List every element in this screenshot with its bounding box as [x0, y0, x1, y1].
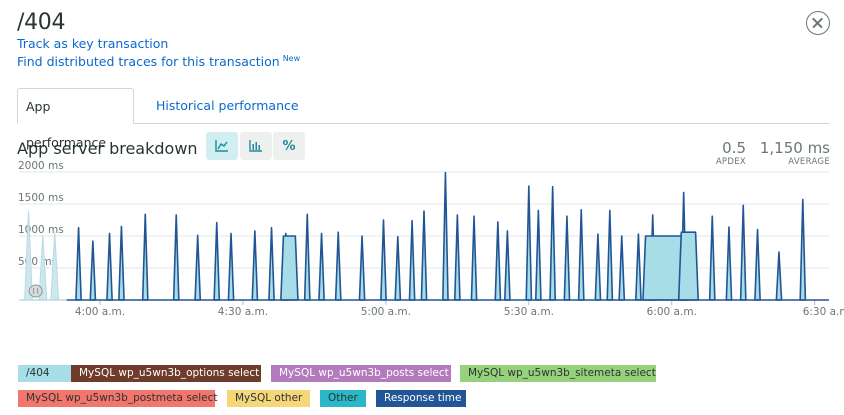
- legend-item[interactable]: MySQL other: [227, 390, 310, 407]
- response-spike: [470, 215, 478, 301]
- x-tick-label: 5:30 a.m.: [504, 306, 554, 318]
- response-spike: [453, 214, 461, 301]
- area-chart-button[interactable]: [206, 132, 238, 160]
- apdex-value: 0.5: [722, 139, 746, 157]
- legend-item[interactable]: MySQL wp_u5wn3b_sitemeta select: [460, 365, 656, 382]
- response-spike: [420, 210, 428, 301]
- response-spike: [251, 230, 259, 301]
- apdex-stat: 0.5 APDEX: [716, 139, 746, 167]
- legend-item[interactable]: MySQL wp_u5wn3b_postmeta select: [18, 390, 218, 407]
- legend-item[interactable]: MySQL wp_u5wn3b_options select: [71, 365, 261, 382]
- apdex-label: APDEX: [715, 157, 746, 167]
- bar-chart-icon: [249, 140, 262, 152]
- response-spike: [708, 215, 716, 301]
- response-spike: [194, 234, 202, 301]
- response-spike: [89, 240, 97, 301]
- new-badge: New: [282, 54, 301, 63]
- response-spike: [739, 204, 747, 301]
- y-tick-label: 2000 ms: [18, 160, 64, 172]
- response-spike: [799, 198, 807, 301]
- response-spike: [503, 230, 511, 301]
- track-key-transaction-link[interactable]: Track as key transaction: [17, 36, 169, 51]
- response-spike: [213, 221, 221, 301]
- response-spike: [494, 221, 502, 301]
- response-spike: [563, 215, 571, 301]
- response-peak: [677, 231, 699, 301]
- x-tick-label: 4:00 a.m.: [75, 306, 125, 318]
- response-spike: [303, 213, 311, 301]
- y-tick-label: 1500 ms: [18, 192, 64, 204]
- y-tick-label: 500 ms: [18, 256, 57, 268]
- response-spike: [268, 226, 275, 301]
- response-spike: [358, 235, 366, 301]
- response-spike: [594, 233, 602, 301]
- tab-bar: App performance Historical performance: [0, 88, 844, 150]
- x-tick-label: 5:00 a.m.: [361, 306, 411, 318]
- response-spike: [525, 185, 533, 301]
- chart-title: App server breakdown: [17, 139, 198, 158]
- response-spike: [334, 231, 342, 301]
- response-spike: [635, 233, 642, 301]
- x-tick-label: 6:30 a.m.: [803, 306, 844, 318]
- response-spike: [534, 209, 542, 301]
- legend-item[interactable]: Other: [320, 390, 366, 407]
- response-spike: [775, 251, 783, 301]
- response-spike: [106, 232, 113, 301]
- response-spike: [118, 225, 125, 301]
- average-stat: 1,150 ms AVERAGE: [760, 139, 830, 167]
- x-tick-label: 6:00 a.m.: [647, 306, 697, 318]
- legend-item[interactable]: Response time: [376, 390, 466, 407]
- response-spike: [725, 226, 733, 301]
- tab-app-performance[interactable]: App performance: [17, 88, 134, 150]
- traces-link-label: Find distributed traces for this transac…: [17, 54, 280, 70]
- legend-item[interactable]: MySQL wp_u5wn3b_posts select: [271, 365, 451, 382]
- tab-historical-performance[interactable]: Historical performance: [156, 98, 299, 113]
- app-server-breakdown-chart[interactable]: 2000 ms 1500 ms 1000 ms 500 ms 4:00 a.m. 4:30…: [0, 160, 844, 320]
- tab-divider: [17, 123, 830, 124]
- response-spike: [442, 171, 449, 301]
- bar-chart-button[interactable]: [240, 132, 272, 160]
- x-tick-label: 4:30 a.m.: [218, 306, 268, 318]
- response-spike: [227, 232, 235, 301]
- response-peak: [280, 235, 299, 301]
- area-chart-icon: [215, 140, 228, 152]
- response-spike: [380, 219, 387, 301]
- page-title: /404: [17, 10, 66, 35]
- average-label: AVERAGE: [788, 157, 830, 167]
- close-icon[interactable]: [806, 11, 830, 35]
- response-spike: [75, 226, 82, 301]
- response-spike: [394, 235, 402, 301]
- response-spike: [408, 219, 416, 301]
- response-spike: [172, 214, 180, 301]
- percent-button[interactable]: %: [273, 132, 305, 160]
- scrub-handle[interactable]: [28, 284, 43, 298]
- response-spike: [577, 208, 585, 301]
- y-tick-label: 1000 ms: [18, 224, 64, 236]
- response-spike: [606, 209, 614, 301]
- response-spike: [754, 228, 761, 301]
- find-distributed-traces-link[interactable]: Find distributed traces for this transac…: [17, 54, 300, 69]
- response-spike: [141, 213, 149, 301]
- average-value: 1,150 ms: [759, 139, 830, 157]
- response-spike: [618, 235, 626, 301]
- response-spike: [318, 232, 325, 301]
